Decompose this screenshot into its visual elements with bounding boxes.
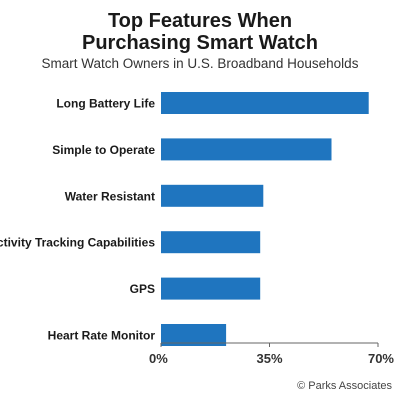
chart-title-line-2: Purchasing Smart Watch	[82, 32, 318, 54]
chart-title-line-1: Top Features When	[107, 10, 293, 32]
bar-4	[161, 231, 261, 254]
category-labels-group: Long Battery Life Simple to Operate Water …	[0, 97, 155, 343]
x-tick-label-2: 35%	[256, 351, 282, 366]
source-credit: © Parks Associates	[297, 380, 392, 392]
chart-subtitle: Smart Watch Owners in U.S. Broadband Hou…	[41, 56, 359, 71]
x-tick-label-3: 70%	[368, 351, 394, 366]
category-label-5: GPS	[130, 282, 155, 296]
category-label-3: Water Resistant	[65, 189, 155, 203]
category-label-6: Heart Rate Monitor	[48, 329, 156, 343]
bar-1	[161, 92, 369, 114]
chart-title: Top Features When Purchasing Smart Watch	[0, 10, 400, 54]
category-label-2: Simple to Operate	[52, 143, 155, 157]
bars-group	[161, 92, 369, 346]
category-label-4: Activity Tracking Capabilities	[0, 236, 155, 250]
bar-3	[161, 184, 264, 207]
bar-6	[161, 324, 227, 346]
x-ticks-group: 0% 35% 70%	[149, 343, 394, 366]
bar-2	[161, 138, 332, 161]
bar-5	[161, 277, 261, 300]
category-label-1: Long Battery Life	[56, 97, 155, 111]
x-tick-label-1: 0%	[149, 351, 168, 366]
